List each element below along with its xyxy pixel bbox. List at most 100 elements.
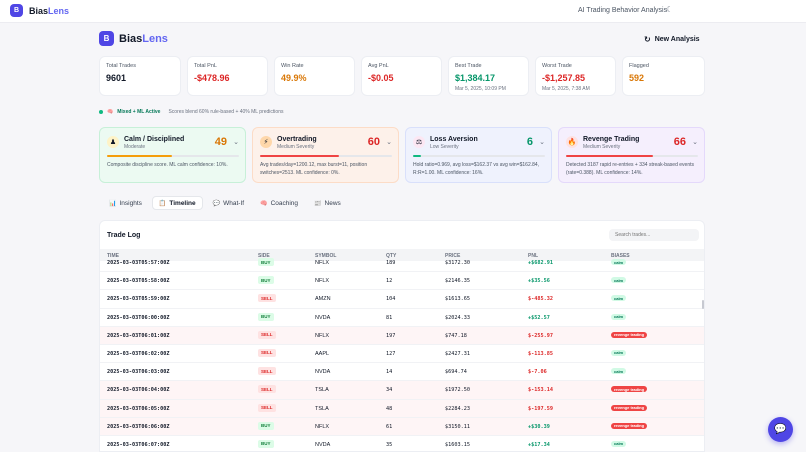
table-row[interactable]: 2025-03-03T06:03:00Z SELL NVDA 14 $694.74 $-7…: [100, 363, 704, 382]
table-body[interactable]: 2025-03-03T05:57:00Z BUY NFLX 189 $3172.30 +$…: [100, 258, 704, 451]
trade-time: 2025-03-03T05:57:00Z: [107, 260, 170, 266]
scrollbar[interactable]: [702, 300, 704, 309]
column-header: BIASES: [611, 253, 630, 259]
bias-badge: calm: [611, 313, 627, 320]
bias-badge: revenge trading: [611, 422, 648, 429]
column-header: SIDE: [258, 253, 270, 259]
tab-whatif[interactable]: 💬 What-If: [207, 196, 250, 210]
stat-card: Win Rate 49.9%: [274, 56, 355, 96]
bias-description: Hold ratio=0.969, avg loss=$162.37 vs av…: [413, 162, 540, 176]
table-row[interactable]: 2025-03-03T06:00:00Z BUY NVDA 81 $2024.33 +$5…: [100, 309, 704, 327]
bias-badge: calm: [611, 349, 627, 356]
trade-qty: 197: [386, 332, 396, 339]
logo-icon[interactable]: B: [10, 4, 23, 17]
trade-symbol: NVDA: [315, 369, 331, 376]
bias-icon: ⚡: [260, 136, 272, 148]
trade-pnl: $-485.32: [528, 296, 553, 303]
bias-score: 49: [214, 136, 227, 148]
status-note: Scores blend 60% rule-based + 40% ML pre…: [168, 108, 284, 115]
tab-coaching[interactable]: 🧠 Coaching: [254, 196, 304, 210]
trade-pnl: $-113.85: [528, 350, 553, 357]
trade-time: 2025-03-03T06:02:00Z: [107, 350, 170, 357]
tab-label: What-If: [223, 199, 245, 207]
table-row[interactable]: 2025-03-03T06:05:00Z SELL TSLA 48 $2284.23 $-…: [100, 399, 704, 418]
tab-bar: 📊 Insights 📋 Timeline 💬 What-If 🧠 Coaching 📰 News: [103, 196, 347, 210]
brand-name-part-1: Bias: [29, 6, 49, 16]
bias-badge: calm: [611, 277, 627, 284]
stat-card: Total PnL -$478.96: [187, 56, 268, 96]
trade-pnl: $-197.59: [528, 405, 553, 412]
bias-badge: calm: [611, 259, 627, 265]
top-bar: B BiasLens AI Trading Behavior Analysis …: [0, 0, 806, 23]
side-badge: SELL: [258, 330, 276, 339]
moon-icon[interactable]: ☾: [666, 5, 674, 14]
title-part-1: Bias: [119, 33, 143, 45]
tab-timeline[interactable]: 📋 Timeline: [151, 196, 203, 210]
stat-label: Flagged: [629, 63, 649, 69]
table-row[interactable]: 2025-03-03T06:01:00Z SELL NFLX 197 $747.18 $-…: [100, 326, 704, 345]
bias-badge: calm: [611, 440, 627, 447]
chevron-down-icon[interactable]: ⌄: [692, 139, 698, 146]
table-row[interactable]: 2025-03-03T06:07:00Z BUY NVDA 35 $1603.15 +$1…: [100, 436, 704, 451]
trade-time: 2025-03-03T06:07:00Z: [107, 441, 170, 448]
table-row[interactable]: 2025-03-03T05:59:00Z SELL AMZN 104 $1613.65 $…: [100, 290, 704, 309]
tab-icon: 📋: [158, 200, 167, 207]
column-header: PNL: [528, 253, 538, 259]
bias-score: 60: [367, 136, 380, 148]
tab-icon: 📊: [109, 200, 117, 207]
bias-icon: 🔥: [566, 136, 578, 148]
chevron-down-icon[interactable]: ⌄: [539, 139, 545, 146]
table-row[interactable]: 2025-03-03T06:04:00Z SELL TSLA 34 $1972.50 $-…: [100, 381, 704, 400]
trade-time: 2025-03-03T06:00:00Z: [107, 314, 170, 321]
chevron-down-icon[interactable]: ⌄: [386, 139, 392, 146]
tab-label: Coaching: [270, 199, 299, 207]
tab-icon: 🧠: [260, 200, 268, 207]
stat-value: -$1,257.85: [542, 73, 586, 83]
bias-name: Loss Aversion: [430, 136, 478, 143]
table-row[interactable]: 2025-03-03T06:06:00Z BUY NFLX 61 $3150.11 +$3…: [100, 417, 704, 436]
bias-card[interactable]: ⚖ Loss Aversion Low Severity 6 ⌄ Hold ratio=0…: [405, 127, 552, 183]
stat-timestamp: Mar 5, 2025, 7:38 AM: [542, 86, 590, 92]
bias-score: 6: [526, 136, 533, 148]
trade-symbol: NFLX: [315, 332, 330, 339]
bias-progress: [260, 155, 392, 157]
trade-price: $694.74: [445, 369, 467, 376]
search-input[interactable]: [609, 229, 699, 241]
page-title: BiasLens: [119, 33, 168, 45]
side-badge: SELL: [258, 385, 276, 394]
status-label: Mixed + ML Active: [117, 108, 161, 115]
trade-price: $2284.23: [445, 405, 470, 412]
bias-progress-fill: [260, 155, 340, 157]
bias-description: Avg trades/day=1200.12, max burst=11, po…: [260, 162, 368, 176]
trade-symbol: TSLA: [315, 387, 329, 394]
brand-name[interactable]: BiasLens: [29, 6, 69, 16]
tab-insights[interactable]: 📊 Insights: [103, 196, 148, 210]
table-row[interactable]: 2025-03-03T05:58:00Z BUY NFLX 12 $2146.35 +$3…: [100, 272, 704, 291]
trade-qty: 12: [386, 278, 393, 285]
trade-time: 2025-03-03T06:04:00Z: [107, 387, 170, 394]
bias-progress: [107, 155, 239, 157]
chevron-down-icon[interactable]: ⌄: [233, 139, 239, 146]
stat-card: Flagged 592: [622, 56, 705, 96]
trade-price: $1972.50: [445, 387, 470, 394]
trade-time: 2025-03-03T05:59:00Z: [107, 296, 170, 303]
bias-severity: Moderate: [124, 144, 146, 150]
bias-card[interactable]: 🔥 Revenge Trading Medium Severity 66 ⌄ Detect…: [558, 127, 705, 183]
trade-price: $3150.11: [445, 423, 470, 430]
refresh-icon: ↻: [644, 34, 651, 44]
column-header: PRICE: [445, 253, 461, 259]
new-analysis-button[interactable]: ↻ New Analysis: [644, 31, 706, 47]
stat-card: Worst Trade -$1,257.85 Mar 5, 2025, 7:38 A…: [535, 56, 616, 96]
tab-label: Insights: [119, 199, 142, 207]
stat-label: Total PnL: [194, 63, 217, 69]
trade-price: $2427.31: [445, 350, 470, 357]
ml-status: 🧠 Mixed + ML Active Scores blend 60% rul…: [99, 106, 283, 117]
table-row[interactable]: 2025-03-03T06:02:00Z SELL AAPL 127 $2427.31 $…: [100, 345, 704, 364]
table-row[interactable]: 2025-03-03T05:57:00Z BUY NFLX 189 $3172.30 +$…: [100, 254, 704, 273]
bias-progress: [566, 155, 698, 157]
tab-news[interactable]: 📰 News: [308, 196, 347, 210]
nav-subtitle: AI Trading Behavior Analysis: [578, 7, 668, 14]
chat-button[interactable]: 💬: [768, 417, 793, 442]
bias-card[interactable]: ⚡ Overtrading Medium Severity 60 ⌄ Avg trades…: [252, 127, 399, 183]
bias-card[interactable]: ♟ Calm / Disciplined Moderate 49 ⌄ Composite …: [99, 127, 246, 183]
